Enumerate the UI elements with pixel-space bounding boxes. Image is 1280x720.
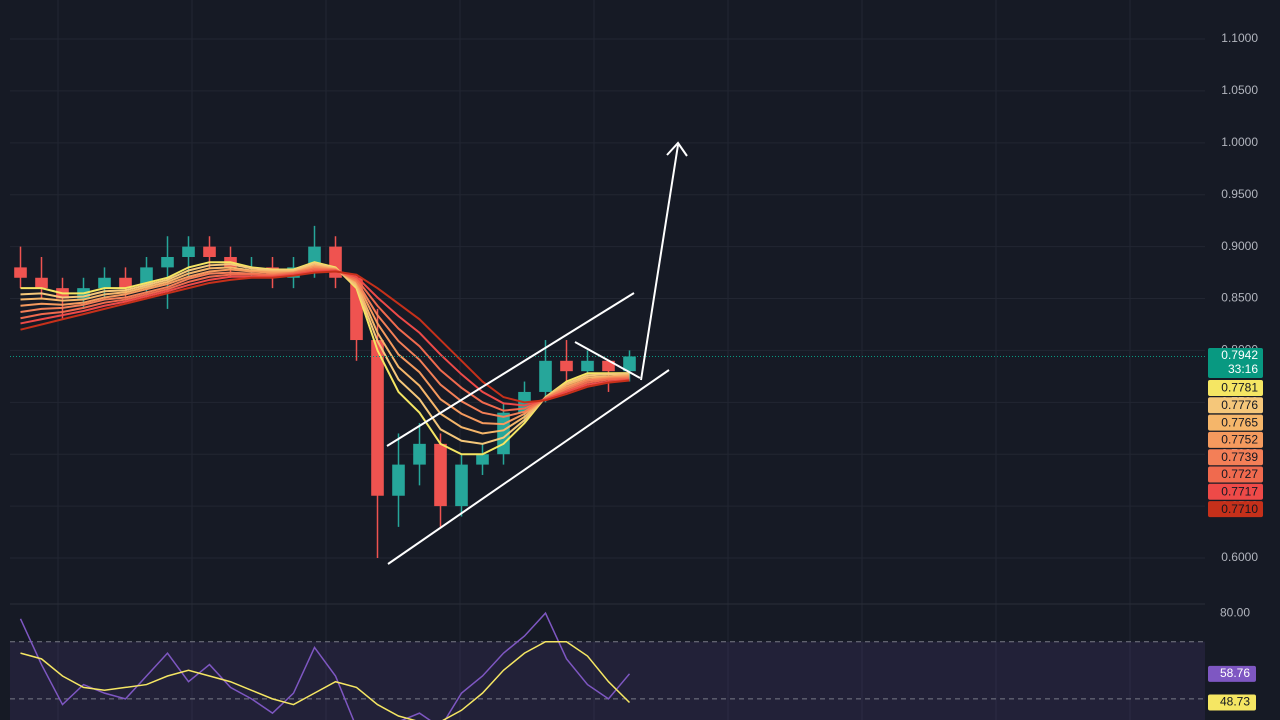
candle-body xyxy=(560,360,573,372)
candle-body xyxy=(476,454,489,465)
wedge-line xyxy=(574,341,641,379)
y-tick-label: 0.6000 xyxy=(1221,550,1258,564)
candle-body xyxy=(623,356,636,372)
ema-line xyxy=(20,262,630,445)
channel-bottom xyxy=(387,369,670,565)
ema-line xyxy=(20,264,630,435)
y-tick-label: 1.1000 xyxy=(1221,31,1258,45)
candle-body xyxy=(392,464,405,496)
ema-tag xyxy=(1208,431,1263,448)
vertical-grid xyxy=(57,0,1131,720)
candle-body xyxy=(602,360,615,372)
countdown: 33:16 xyxy=(1228,362,1258,376)
ema-line xyxy=(20,268,630,412)
ema-tag xyxy=(1208,380,1263,396)
y-tick-label: 1.0500 xyxy=(1221,83,1258,97)
candle-body xyxy=(161,257,174,268)
candle-body xyxy=(434,443,447,507)
candle-body xyxy=(371,340,384,496)
rsi-tag xyxy=(1208,694,1256,711)
rsi-lines xyxy=(19,611,631,720)
y-tick-label: 80.00 xyxy=(1220,605,1250,619)
price-tag xyxy=(1208,348,1263,378)
candle-body xyxy=(581,360,594,372)
candle-body xyxy=(539,360,552,392)
y-tick-label: 0.9000 xyxy=(1221,239,1258,253)
candle-body xyxy=(35,277,48,289)
ema-line xyxy=(20,270,630,404)
ema-tag-label: 0.7781 xyxy=(1221,381,1258,395)
ema-line xyxy=(20,267,630,418)
ema-line xyxy=(20,261,630,456)
y-tick-label: 0.9500 xyxy=(1221,187,1258,201)
rsi-line xyxy=(19,611,631,720)
ema-tag-label: 0.7727 xyxy=(1221,467,1258,481)
ema-tag-label: 0.7765 xyxy=(1221,415,1258,429)
ema-tag-label: 0.7717 xyxy=(1221,484,1258,498)
rsi-line xyxy=(20,640,631,720)
ema-tag xyxy=(1208,466,1263,483)
candle-body xyxy=(14,267,27,278)
ema-tag xyxy=(1208,414,1263,431)
ema-line xyxy=(20,269,630,407)
ema-tag-label: 0.7710 xyxy=(1221,502,1258,516)
candle-body xyxy=(413,443,426,465)
arrow-head xyxy=(666,141,688,157)
y-tick-label: 0.8500 xyxy=(1221,291,1258,305)
ema-tag xyxy=(1208,483,1263,500)
rsi-tag-label: 48.73 xyxy=(1220,695,1250,709)
rsi-tag-label: 58.76 xyxy=(1220,666,1250,680)
rsi-tag xyxy=(1208,665,1256,682)
candle-body xyxy=(203,246,216,258)
price-tag-label: 0.7942 xyxy=(1221,348,1258,362)
ema-tag xyxy=(1208,449,1263,466)
ema-tag-label: 0.7776 xyxy=(1221,398,1258,412)
candle-body xyxy=(98,277,111,289)
candle-body xyxy=(455,464,468,507)
candle-body xyxy=(119,277,132,289)
y-tick-label: 1.0000 xyxy=(1221,135,1258,149)
ema-tag-label: 0.7752 xyxy=(1221,433,1258,447)
ema-tag xyxy=(1208,397,1263,414)
candle-body xyxy=(182,246,195,258)
ema-line xyxy=(20,265,630,426)
ema-tag xyxy=(1208,501,1263,518)
drawings xyxy=(386,141,688,565)
ema-tag-label: 0.7739 xyxy=(1221,450,1258,464)
arrow-shaft xyxy=(640,144,679,381)
channel-top xyxy=(386,292,635,447)
